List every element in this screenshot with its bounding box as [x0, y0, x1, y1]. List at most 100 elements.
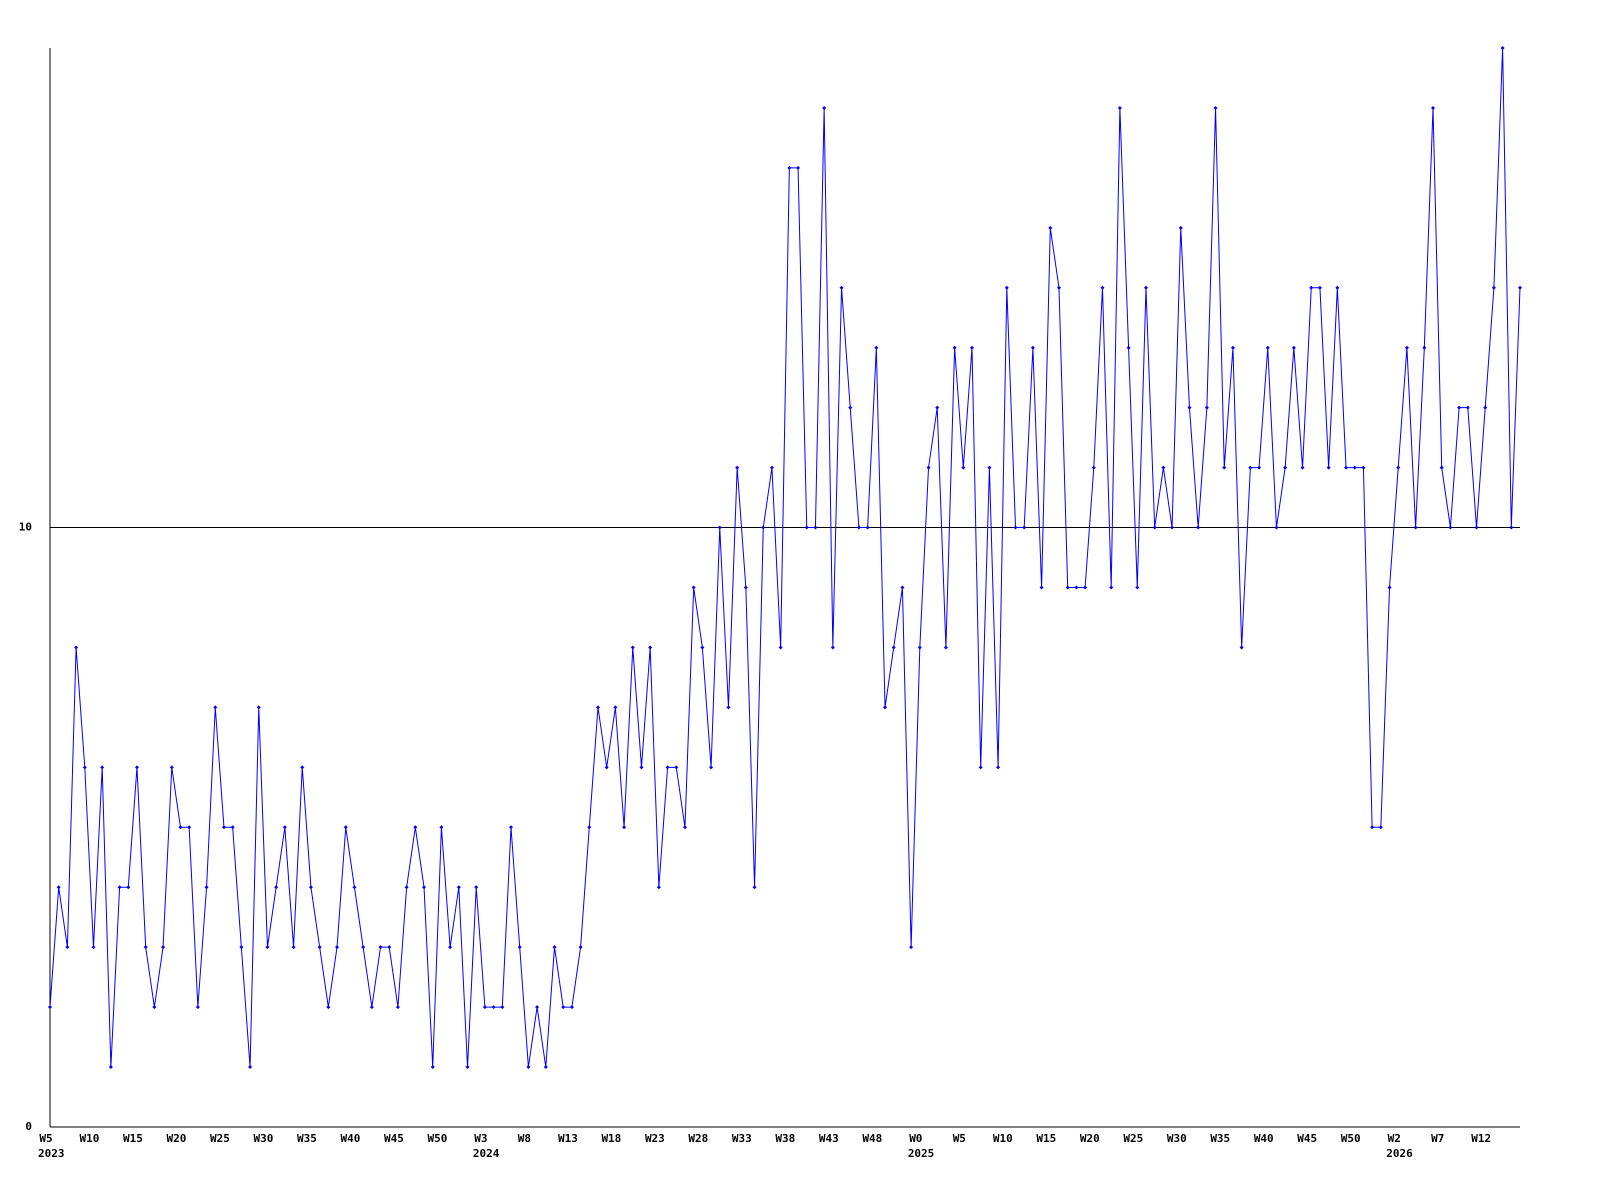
- data-point: [143, 945, 148, 950]
- data-point: [900, 585, 905, 590]
- data-point: [935, 405, 940, 410]
- x-tick-label: W40: [1254, 1132, 1274, 1145]
- data-point: [813, 525, 818, 530]
- data-point: [987, 465, 992, 470]
- data-point: [335, 945, 340, 950]
- data-point: [830, 645, 835, 650]
- data-point: [691, 585, 696, 590]
- data-point: [1257, 465, 1262, 470]
- data-point: [204, 885, 209, 890]
- data-point: [248, 1065, 253, 1070]
- data-point: [1143, 285, 1148, 290]
- data-point: [1091, 465, 1096, 470]
- data-point: [839, 285, 844, 290]
- data-point: [874, 345, 879, 350]
- x-tick-label: W35: [1210, 1132, 1230, 1145]
- data-point: [709, 765, 714, 770]
- data-point: [1004, 285, 1009, 290]
- data-point: [91, 945, 96, 950]
- data-point: [1344, 465, 1349, 470]
- data-point: [1117, 105, 1122, 110]
- data-point: [1187, 405, 1192, 410]
- data-point: [265, 945, 270, 950]
- data-point: [700, 645, 705, 650]
- data-point: [752, 885, 757, 890]
- data-point: [1048, 225, 1053, 230]
- data-point: [82, 765, 87, 770]
- data-point: [56, 885, 61, 890]
- data-point: [1204, 405, 1209, 410]
- data-point: [274, 885, 279, 890]
- data-point: [1039, 585, 1044, 590]
- data-point: [230, 825, 235, 830]
- data-point: [1222, 465, 1227, 470]
- x-tick-label: W3: [474, 1132, 487, 1145]
- data-point: [282, 825, 287, 830]
- data-point: [74, 645, 79, 650]
- data-point: [1509, 525, 1514, 530]
- data-point: [1291, 345, 1296, 350]
- x-tick-label: W40: [341, 1132, 361, 1145]
- data-point: [308, 885, 313, 890]
- data-point: [1022, 525, 1027, 530]
- data-point: [1178, 225, 1183, 230]
- data-point: [543, 1065, 548, 1070]
- data-point: [1135, 585, 1140, 590]
- data-point: [891, 645, 896, 650]
- x-tick-label: W10: [993, 1132, 1013, 1145]
- data-point: [804, 525, 809, 530]
- data-point: [317, 945, 322, 950]
- x-tick-label: W15: [1036, 1132, 1056, 1145]
- data-point: [1474, 525, 1479, 530]
- x-tick-label: W20: [1080, 1132, 1100, 1145]
- x-tick-label: W45: [1297, 1132, 1317, 1145]
- data-point: [1352, 465, 1357, 470]
- data-point: [778, 645, 783, 650]
- data-point: [509, 825, 514, 830]
- data-line: [49, 47, 1521, 1068]
- data-point: [1161, 465, 1166, 470]
- data-point: [917, 645, 922, 650]
- x-tick-label: W48: [862, 1132, 882, 1145]
- data-point: [1126, 345, 1131, 350]
- data-point: [856, 525, 861, 530]
- data-point: [682, 825, 687, 830]
- x-tick-label: W8: [518, 1132, 531, 1145]
- data-point: [48, 1005, 52, 1010]
- data-point: [300, 765, 305, 770]
- data-point: [848, 405, 853, 410]
- data-point: [656, 885, 661, 890]
- data-point: [1317, 285, 1322, 290]
- data-point: [1448, 525, 1453, 530]
- x-tick-label: W7: [1431, 1132, 1444, 1145]
- data-point: [1013, 525, 1018, 530]
- data-point: [552, 945, 557, 950]
- data-point: [465, 1065, 470, 1070]
- data-point: [578, 945, 583, 950]
- data-point: [726, 705, 731, 710]
- x-tick-label: W13: [558, 1132, 578, 1145]
- data-point: [395, 1005, 400, 1010]
- data-point: [1239, 645, 1244, 650]
- x-tick-label: W20: [167, 1132, 187, 1145]
- x-tick-label: W33: [732, 1132, 752, 1145]
- x-tick-label: W5: [953, 1132, 966, 1145]
- data-point: [526, 1065, 531, 1070]
- year-label: 2024: [473, 1147, 500, 1160]
- data-point: [369, 1005, 374, 1010]
- data-point: [978, 765, 983, 770]
- year-label: 2025: [908, 1147, 935, 1160]
- x-tick-label: W50: [1341, 1132, 1361, 1145]
- data-point: [865, 525, 870, 530]
- data-point: [1378, 825, 1383, 830]
- data-point: [117, 885, 122, 890]
- data-point: [178, 825, 183, 830]
- x-tick-label: W45: [384, 1132, 404, 1145]
- data-point: [387, 945, 392, 950]
- data-point: [587, 825, 592, 830]
- x-tick-label: W12: [1471, 1132, 1491, 1145]
- data-point: [639, 765, 644, 770]
- data-point: [1056, 285, 1061, 290]
- data-point: [456, 885, 461, 890]
